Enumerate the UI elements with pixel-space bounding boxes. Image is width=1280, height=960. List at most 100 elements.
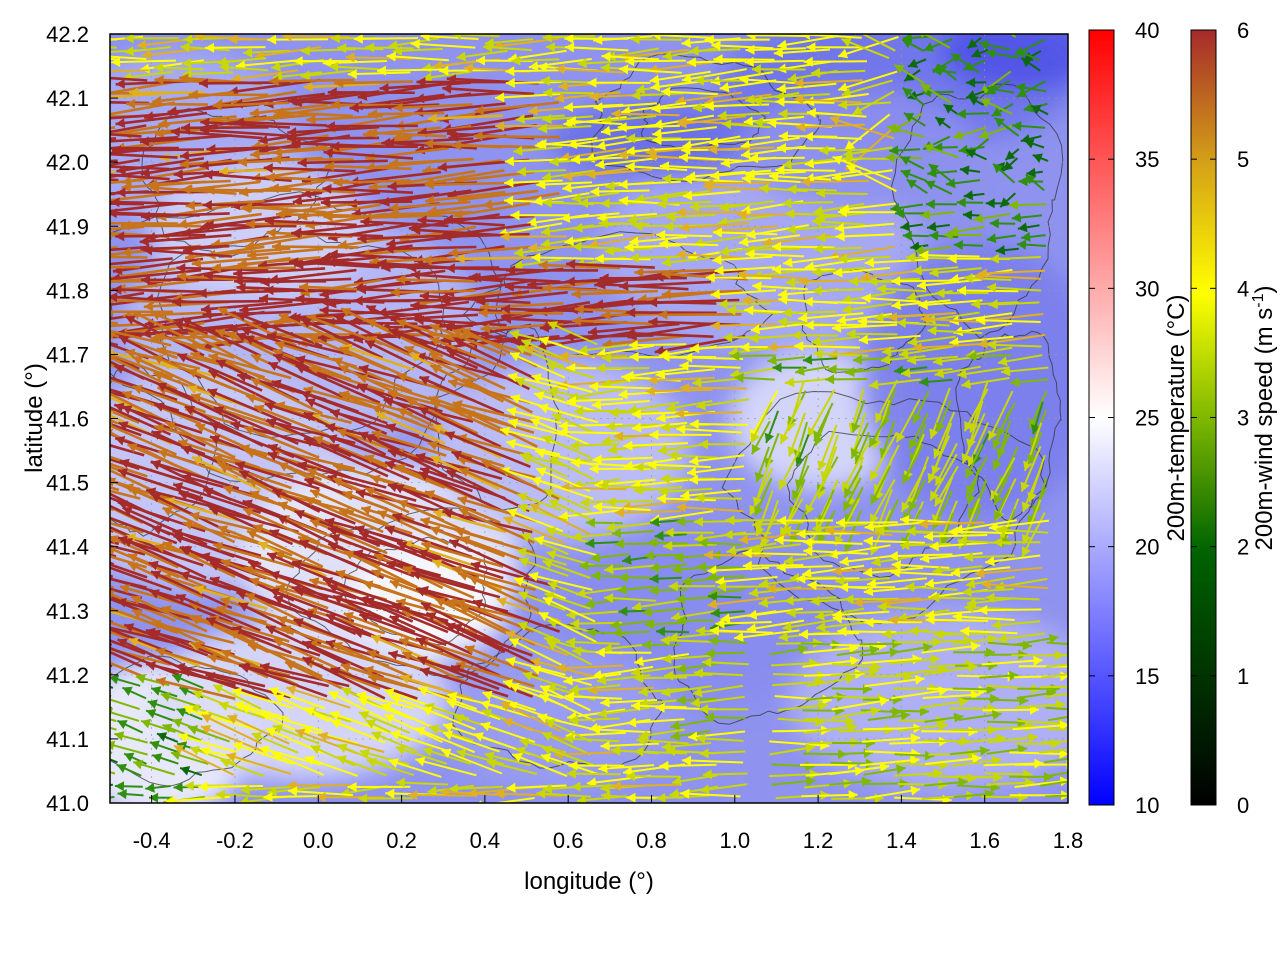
wind-arrow [864,674,925,688]
wind-arrow [259,662,350,688]
wind-arrow [110,173,170,181]
wind-arrow [399,674,473,701]
wind-arrow [707,572,746,583]
wind-arrow [110,246,118,250]
wind-arrow [929,230,959,241]
wind-arrow [645,619,685,630]
wind-arrow [746,619,805,634]
wind-arrow [110,587,143,600]
wind-arrow [1024,139,1045,149]
wind-arrow [699,783,748,795]
wind-arrow [903,112,926,127]
wind-arrow [446,699,501,721]
wind-arrow [988,732,1038,744]
wind-arrow [484,751,531,767]
wind-arrow [110,535,179,569]
wind-arrow [110,191,174,202]
wind-arrow [835,575,890,586]
wind-arrow [912,342,980,353]
wind-arrow [110,422,142,437]
wind-arrow [625,161,688,172]
wind-arrow [900,221,923,232]
wind-arrow [797,312,864,323]
wind-arrow [323,147,414,160]
wind-arrow [427,113,503,124]
wind-arrow [766,583,835,594]
wind-arrow [741,173,801,184]
wind-arrow [796,573,860,584]
wind-arrow [417,686,478,711]
wind-arrow [1032,153,1049,163]
wind-arrow [180,42,230,53]
wind-arrow [803,643,859,654]
wind-arrow [748,153,805,164]
y-axis-ticks: 41.0 41.1 41.2 41.3 41.4 41.5 41.6 41.7 41.8 41.9… [46,22,118,816]
wind-arrow [919,697,969,709]
wind-arrow [1010,377,1049,388]
wind-arrow [813,348,869,359]
wind-arrow [538,260,621,271]
colorbar-tick-label: 2 [1237,535,1249,560]
wind-arrow [110,126,116,130]
wind-arrow [737,269,804,280]
wind-arrow [110,519,112,523]
wind-arrow [590,186,650,197]
wind-arrow [140,211,230,222]
wind-arrow [776,82,837,94]
wind-arrow [139,134,232,147]
wind-arrow [446,348,530,391]
wind-arrow [968,96,985,106]
wind-arrow [415,637,501,677]
wind-arrow [440,748,503,775]
wind-arrow [531,476,594,500]
wind-arrow [162,723,202,742]
wind-arrow [771,264,836,275]
wind-arrow [110,236,112,240]
wind-arrow [865,785,921,800]
wind-arrow [393,102,473,113]
wind-arrow [957,366,1010,379]
wind-arrow [538,336,596,359]
wind-arrow [370,634,442,667]
wind-arrow [566,768,621,779]
wind-arrow [658,309,742,320]
wind-arrow [880,354,926,365]
wind-arrow [992,410,1011,450]
wind-arrow [923,38,953,52]
wind-arrow [910,241,929,252]
x-tick-label: 1.0 [719,828,750,853]
wind-arrow [698,537,742,548]
wind-arrow [775,165,836,176]
wind-arrow [798,629,860,640]
wind-arrow [677,116,748,127]
wind-arrow [587,685,654,696]
wind-arrow [717,110,770,121]
wind-arrow [962,210,982,220]
wind-arrow [345,52,412,63]
wind-arrow [313,435,388,469]
wind-arrow [599,273,687,284]
wind-arrow [659,238,719,249]
wind-arrow [1011,212,1043,223]
wind-arrow [851,399,866,433]
wind-arrow [705,648,746,659]
wind-arrow [337,43,384,54]
wind-arrow [474,101,560,116]
wind-arrow [655,626,689,637]
wind-arrow [259,710,323,732]
wind-arrow [264,216,357,227]
wind-arrow [508,638,562,666]
wind-arrow [869,479,896,525]
wind-arrow [629,235,688,247]
wind-arrow [861,293,921,304]
wind-arrow [110,255,111,259]
wind-arrow [1045,692,1068,698]
wind-arrow [110,330,178,360]
wind-arrow [618,572,656,583]
wind-arrow [807,389,836,438]
wind-arrow [529,503,590,535]
wind-arrow [895,398,921,443]
wind-arrow [669,785,719,799]
wind-arrow [611,108,680,119]
colorbar-tick-label: 3 [1237,406,1249,431]
